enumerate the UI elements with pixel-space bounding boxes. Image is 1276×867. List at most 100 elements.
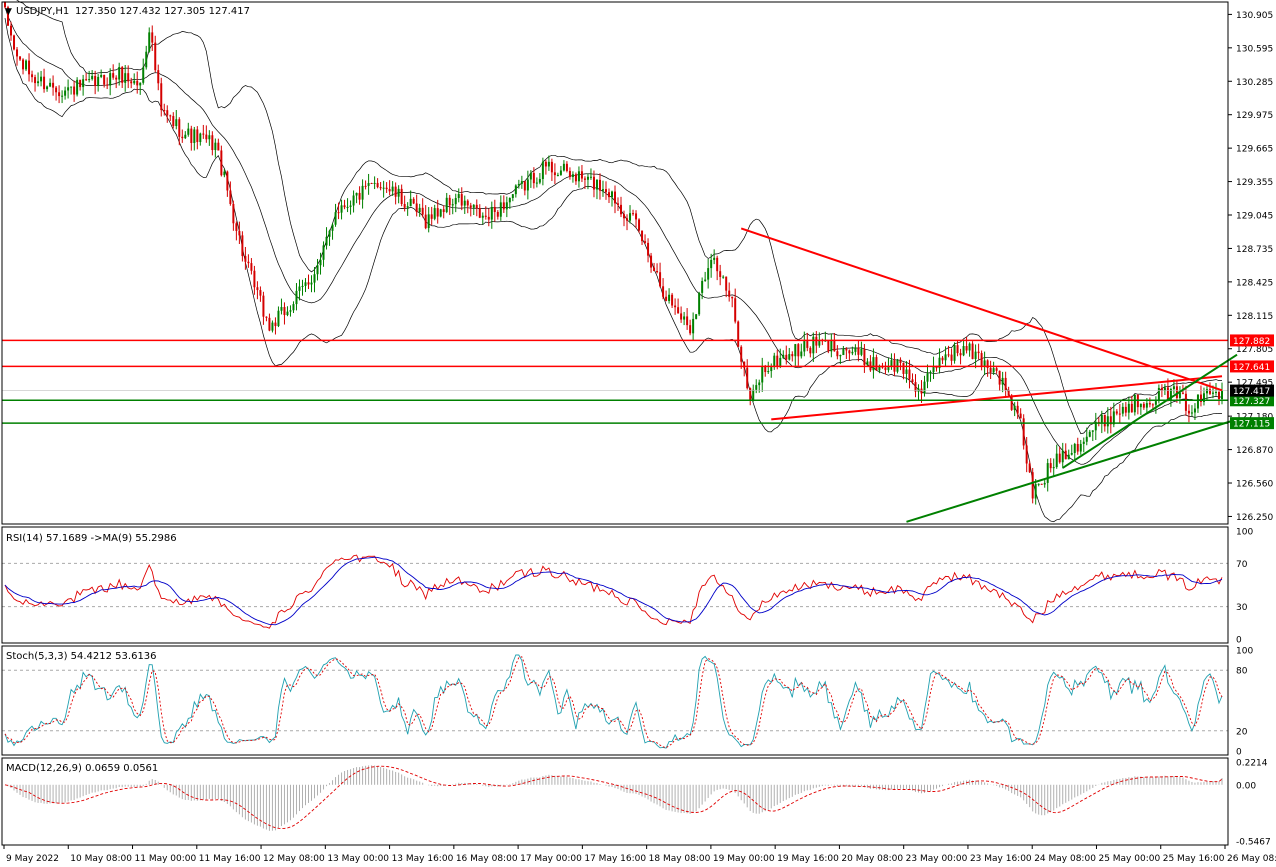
candle <box>562 160 565 172</box>
candle <box>154 35 157 73</box>
candle-body <box>589 176 592 178</box>
candle-body <box>767 371 770 373</box>
candle <box>16 46 19 66</box>
x-tick-label: 10 May 08:00 <box>70 854 132 864</box>
candle-body <box>647 242 650 256</box>
candle <box>842 345 845 356</box>
candle-body <box>746 367 749 389</box>
candle-body <box>418 207 421 213</box>
candle <box>635 210 638 228</box>
candle <box>869 355 872 372</box>
candle-body <box>10 25 13 36</box>
candle <box>145 45 148 70</box>
candle-body <box>1094 421 1097 431</box>
candle <box>547 155 550 171</box>
candle-body <box>442 209 445 213</box>
candle <box>659 262 662 288</box>
candle-body <box>70 86 73 88</box>
candle-body <box>346 206 349 208</box>
candle <box>577 166 580 188</box>
candle <box>487 208 490 227</box>
candle-body <box>1202 393 1205 402</box>
candle-body <box>130 81 133 84</box>
candle <box>523 180 526 196</box>
candle-body <box>1193 408 1196 413</box>
candle-body <box>469 205 472 208</box>
candle-body <box>1115 411 1118 414</box>
candle <box>442 205 445 219</box>
x-tick-label: 9 May 2022 <box>6 854 59 864</box>
candle <box>424 205 427 230</box>
symbol-dropdown-icon[interactable]: ▼ <box>5 7 12 17</box>
candle <box>529 170 532 188</box>
candle-body <box>911 379 914 383</box>
macd-pane[interactable] <box>4 765 1223 831</box>
candle-body <box>475 204 478 209</box>
candle-body <box>352 195 355 206</box>
candle-body <box>710 259 713 269</box>
candle-body <box>881 366 884 368</box>
candle-body <box>1067 454 1070 460</box>
rsi-pane[interactable] <box>2 554 1228 629</box>
candle <box>836 345 839 360</box>
bollinger-middle <box>4 7 1222 465</box>
candle-body <box>1208 389 1211 394</box>
candle <box>205 125 208 143</box>
x-tick-label: 13 May 00:00 <box>327 854 389 864</box>
candle <box>1007 386 1010 398</box>
candle-body <box>959 353 962 356</box>
candle-body <box>1010 395 1013 410</box>
candle <box>445 192 448 214</box>
candle-body <box>550 161 553 173</box>
candle <box>79 79 82 91</box>
candle-body <box>1040 483 1043 485</box>
candle-body <box>683 316 686 320</box>
candle <box>418 203 421 217</box>
candle <box>475 199 478 217</box>
candle-body <box>626 218 629 221</box>
candle-body <box>229 190 232 204</box>
candle-body <box>1166 387 1169 401</box>
candle <box>4 1 6 9</box>
candle-body <box>148 32 151 52</box>
candle <box>1025 436 1028 473</box>
candle-body <box>76 79 79 95</box>
candle-body <box>112 73 115 78</box>
y-tick-label: 129.355 <box>1236 178 1273 188</box>
macd-tick-label: 0.2214 <box>1236 759 1268 769</box>
candle-body <box>842 348 845 356</box>
candle <box>610 190 613 207</box>
candle-body <box>547 161 550 167</box>
indicator-frame <box>1 526 1229 644</box>
candle <box>553 163 556 185</box>
candle <box>121 65 124 89</box>
candle <box>148 27 151 53</box>
candle <box>653 262 656 272</box>
candle-body <box>604 189 607 193</box>
candle-body <box>571 174 574 178</box>
candle <box>950 348 953 366</box>
price-pane[interactable] <box>2 0 1238 523</box>
candle-body <box>490 207 493 220</box>
candle <box>136 71 139 94</box>
candle-body <box>1085 436 1088 442</box>
candle <box>508 197 511 209</box>
stoch-title: Stoch(5,3,3) 54.4212 53.6136 <box>6 651 157 662</box>
candle-body <box>905 369 908 374</box>
candle-body <box>484 215 487 217</box>
candle <box>109 68 112 96</box>
candle-body <box>526 179 529 191</box>
candle-body <box>716 257 719 272</box>
candle-body <box>923 381 926 394</box>
candle-body <box>698 292 701 315</box>
candle <box>1004 371 1007 397</box>
candle-body <box>914 382 917 392</box>
candle <box>574 172 577 185</box>
candle-body <box>938 357 941 369</box>
candle <box>815 330 818 354</box>
candle-body <box>707 268 710 280</box>
candle <box>740 345 743 369</box>
candle <box>142 58 145 85</box>
stochastic-pane[interactable] <box>2 654 1228 749</box>
